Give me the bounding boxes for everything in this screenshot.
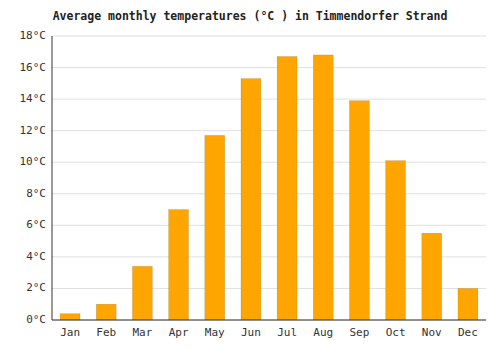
grid-line [52, 99, 486, 100]
grid-line [52, 162, 486, 163]
y-tick-label: 6°C [26, 218, 46, 231]
grid-line [52, 67, 486, 68]
bar [313, 55, 333, 320]
grid-line [52, 320, 486, 321]
y-axis-line [52, 36, 53, 320]
x-tick-label: Jun [241, 326, 261, 339]
title: Average monthly temperatures (°C ) in Ti… [53, 9, 448, 23]
bar [386, 161, 406, 320]
bar [132, 266, 152, 320]
x-ticks: Jan Feb Mar Apr May Jun Jul Aug Sep Oct Nov Dec [60, 326, 478, 339]
chart: 0°C 2°C 4°C 6°C 8°C 10°C 12°C 14°C 16°C 18°C Jan Fe… [0, 0, 500, 350]
y-tick-label: 18°C [20, 29, 47, 42]
y-tick-label: 16°C [20, 61, 47, 74]
grid-line [52, 130, 486, 131]
background [0, 0, 500, 350]
x-tick-label: Apr [169, 326, 189, 339]
x-tick-label: Jan [60, 326, 80, 339]
bar [169, 210, 189, 320]
y-tick-label: 2°C [26, 281, 46, 294]
bar [458, 288, 478, 320]
y-tick-label: 12°C [20, 124, 47, 137]
x-tick-label: Oct [386, 326, 406, 339]
bar [60, 314, 80, 320]
x-tick-label: Jul [277, 326, 297, 339]
bars [60, 55, 478, 320]
bar [349, 101, 369, 320]
bar [241, 79, 261, 320]
bar [96, 304, 116, 320]
bar [277, 57, 297, 320]
x-tick-label: Feb [96, 326, 116, 339]
x-tick-label: Dec [458, 326, 478, 339]
y-tick-label: 4°C [26, 250, 46, 263]
grid-line [52, 225, 486, 226]
grid-line [52, 193, 486, 194]
bar [205, 135, 225, 320]
y-ticks: 0°C 2°C 4°C 6°C 8°C 10°C 12°C 14°C 16°C 18°C [20, 29, 47, 326]
grid-line [52, 288, 486, 289]
x-tick-label: Aug [313, 326, 333, 339]
y-tick-label: 10°C [20, 155, 47, 168]
grid-line [52, 36, 486, 37]
y-grid [52, 36, 486, 320]
x-tick-label: Nov [422, 326, 442, 339]
bar [422, 233, 442, 320]
x-tick-label: Mar [132, 326, 152, 339]
y-tick-label: 0°C [26, 313, 46, 326]
y-tick-label: 8°C [26, 187, 46, 200]
y-tick-label: 14°C [20, 92, 47, 105]
x-tick-label: May [205, 326, 225, 339]
x-axis-line [52, 320, 486, 321]
grid-line [52, 256, 486, 257]
x-tick-label: Sep [349, 326, 369, 339]
